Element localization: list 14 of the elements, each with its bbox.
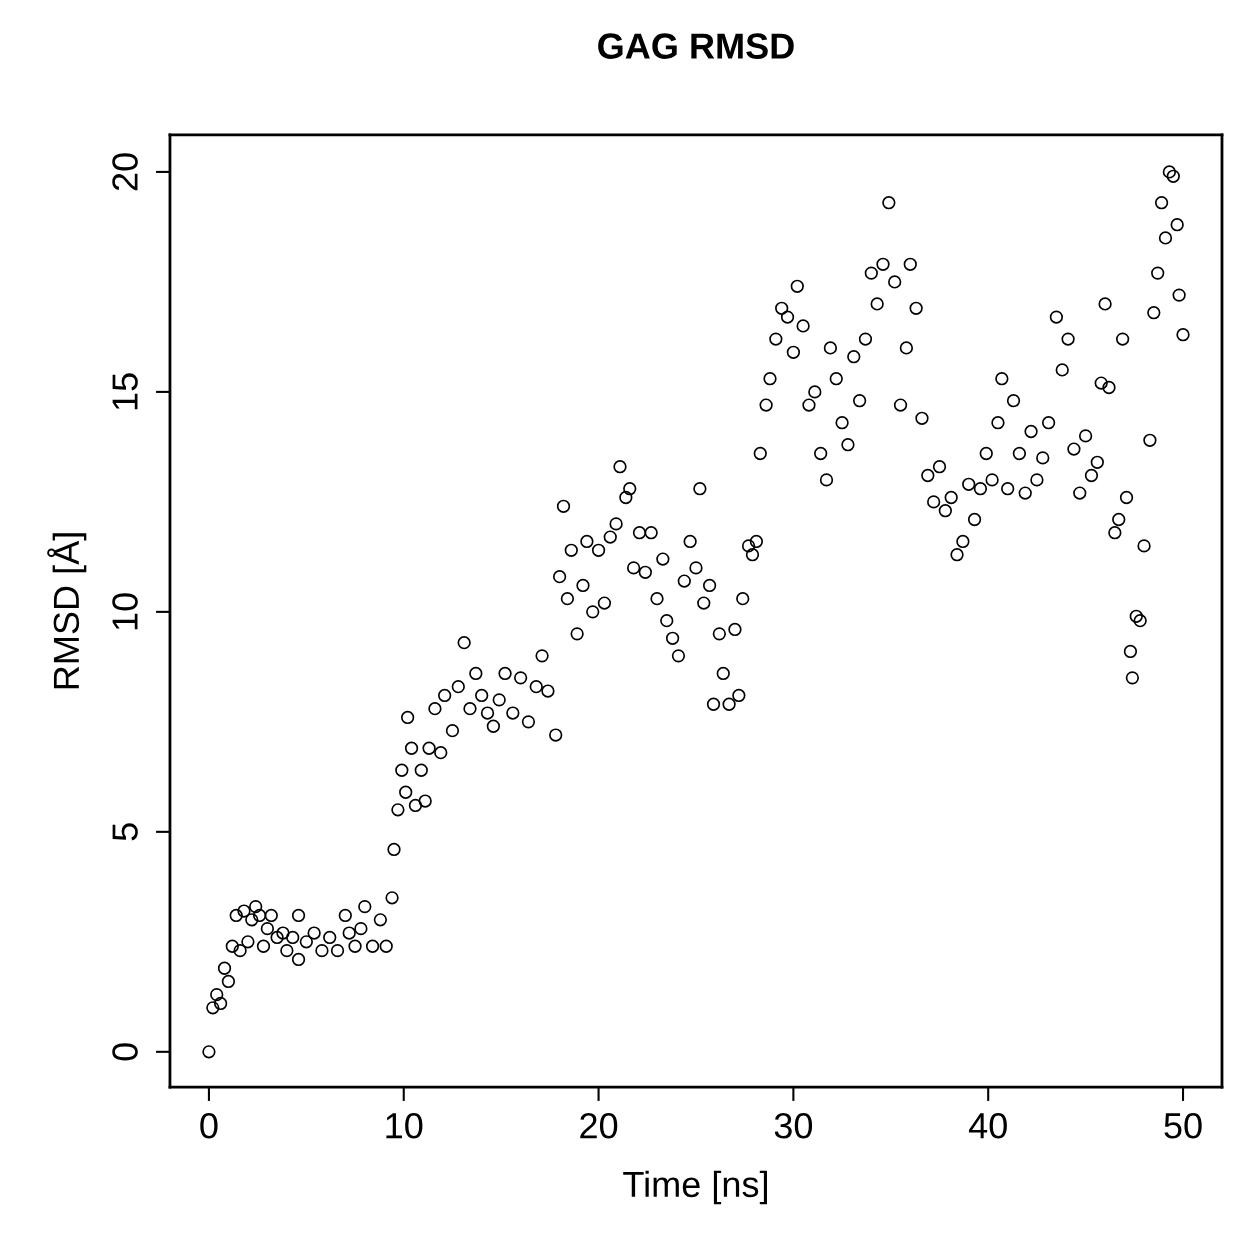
y-tick-label: 20 bbox=[112, 153, 138, 191]
y-tick-label: 5 bbox=[112, 823, 138, 841]
x-tick-label: 10 bbox=[386, 1112, 423, 1139]
x-tick-label: 30 bbox=[774, 1112, 813, 1139]
x-tick-label: 20 bbox=[580, 1112, 618, 1139]
y-tick-label: 10 bbox=[112, 593, 138, 630]
x-tick-label: 40 bbox=[968, 1112, 1007, 1139]
x-axis-title: Time [ns] bbox=[623, 1170, 767, 1205]
chart-title: GAG RMSD bbox=[598, 33, 794, 59]
y-tick-label: 0 bbox=[112, 1043, 138, 1061]
x-tick-label: 0 bbox=[200, 1112, 218, 1139]
y-tick-label: 15 bbox=[112, 373, 138, 410]
x-tick-label: 50 bbox=[1164, 1112, 1202, 1139]
y-axis-title: RMSD [Å] bbox=[47, 533, 87, 689]
